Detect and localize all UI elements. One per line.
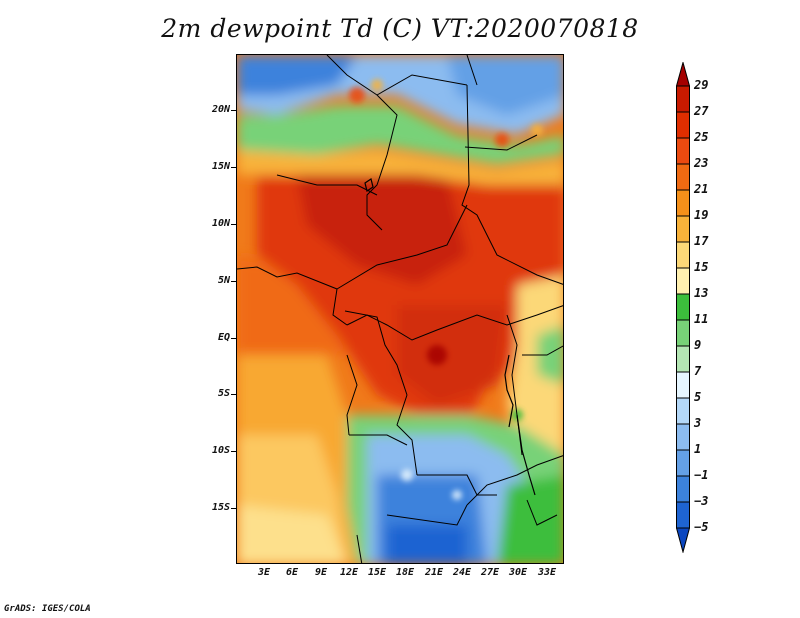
colorbar-segment	[676, 501, 690, 529]
colorbar-top-arrow	[676, 62, 690, 87]
lon-label-3e: 3E	[257, 567, 271, 578]
lon-label-30e: 30E	[508, 567, 528, 578]
lat-tick	[231, 338, 236, 339]
lon-label-33e: 33E	[537, 567, 557, 578]
lat-label-5n: 5N	[217, 275, 230, 286]
colorbar-segment	[676, 319, 690, 347]
dewpoint-field	[237, 55, 563, 563]
lon-label-15e: 15E	[367, 567, 387, 578]
colorbar-segment	[676, 189, 690, 217]
lat-tick	[231, 224, 236, 225]
lon-label-21e: 21E	[424, 567, 444, 578]
colorbar-label: 25	[694, 130, 709, 144]
colorbar-label: 23	[694, 156, 709, 170]
colorbar-label: 3	[694, 416, 702, 430]
lat-label-15n: 15N	[211, 161, 230, 172]
lat-tick	[231, 394, 236, 395]
map-title: 2m dewpoint Td (C) VT:2020070818	[161, 14, 639, 43]
lat-tick	[231, 110, 236, 111]
lat-label-eq: EQ	[217, 332, 230, 343]
colorbar-label: 1	[694, 442, 702, 456]
colorbar-label: −3	[694, 494, 709, 508]
colorbar-segment	[676, 449, 690, 477]
colorbar-label: 27	[694, 104, 709, 118]
colorbar-segment	[676, 241, 690, 269]
colorbar-label: −5	[694, 520, 709, 534]
lon-label-18e: 18E	[395, 567, 415, 578]
colorbar-label: −1	[694, 468, 709, 482]
colorbar-segment	[676, 475, 690, 503]
colorbar-segment	[676, 423, 690, 451]
colorbar-segment	[676, 163, 690, 191]
lon-label-12e: 12E	[339, 567, 359, 578]
colorbar-segment	[676, 397, 690, 425]
colorbar-segment	[676, 137, 690, 165]
colorbar-label: 17	[694, 234, 709, 248]
lat-label-20n: 20N	[211, 104, 230, 115]
colorbar-segment	[676, 293, 690, 321]
lat-tick	[231, 281, 236, 282]
colorbar-segment	[676, 267, 690, 295]
grads-credit: GrADS: IGES/COLA	[4, 604, 91, 614]
lon-label-27e: 27E	[480, 567, 500, 578]
lon-label-9e: 9E	[314, 567, 328, 578]
colorbar-label: 11	[694, 312, 709, 326]
colorbar-label: 7	[694, 364, 702, 378]
colorbar-label: 19	[694, 208, 709, 222]
colorbar-segment	[676, 371, 690, 399]
lon-label-24e: 24E	[452, 567, 472, 578]
colorbar-segment	[676, 111, 690, 139]
colorbar-label: 5	[694, 390, 702, 404]
lat-tick	[231, 451, 236, 452]
lat-label-10n: 10N	[211, 218, 230, 229]
colorbar-label: 29	[694, 78, 709, 92]
colorbar-segment	[676, 215, 690, 243]
colorbar-graphic	[676, 62, 690, 553]
lat-tick	[231, 508, 236, 509]
colorbar-label: 21	[694, 182, 709, 196]
lat-label-5s: 5S	[217, 388, 230, 399]
lon-label-6e: 6E	[285, 567, 299, 578]
lat-label-15s: 15S	[211, 502, 230, 513]
dewpoint-map	[236, 54, 564, 564]
lat-tick	[231, 167, 236, 168]
colorbar-label: 9	[694, 338, 702, 352]
colorbar-segment	[676, 85, 690, 113]
colorbar-segment	[676, 345, 690, 373]
colorbar-label: 13	[694, 286, 709, 300]
colorbar-bottom-arrow	[676, 527, 690, 553]
colorbar-label: 15	[694, 260, 709, 274]
lat-label-10s: 10S	[211, 445, 230, 456]
